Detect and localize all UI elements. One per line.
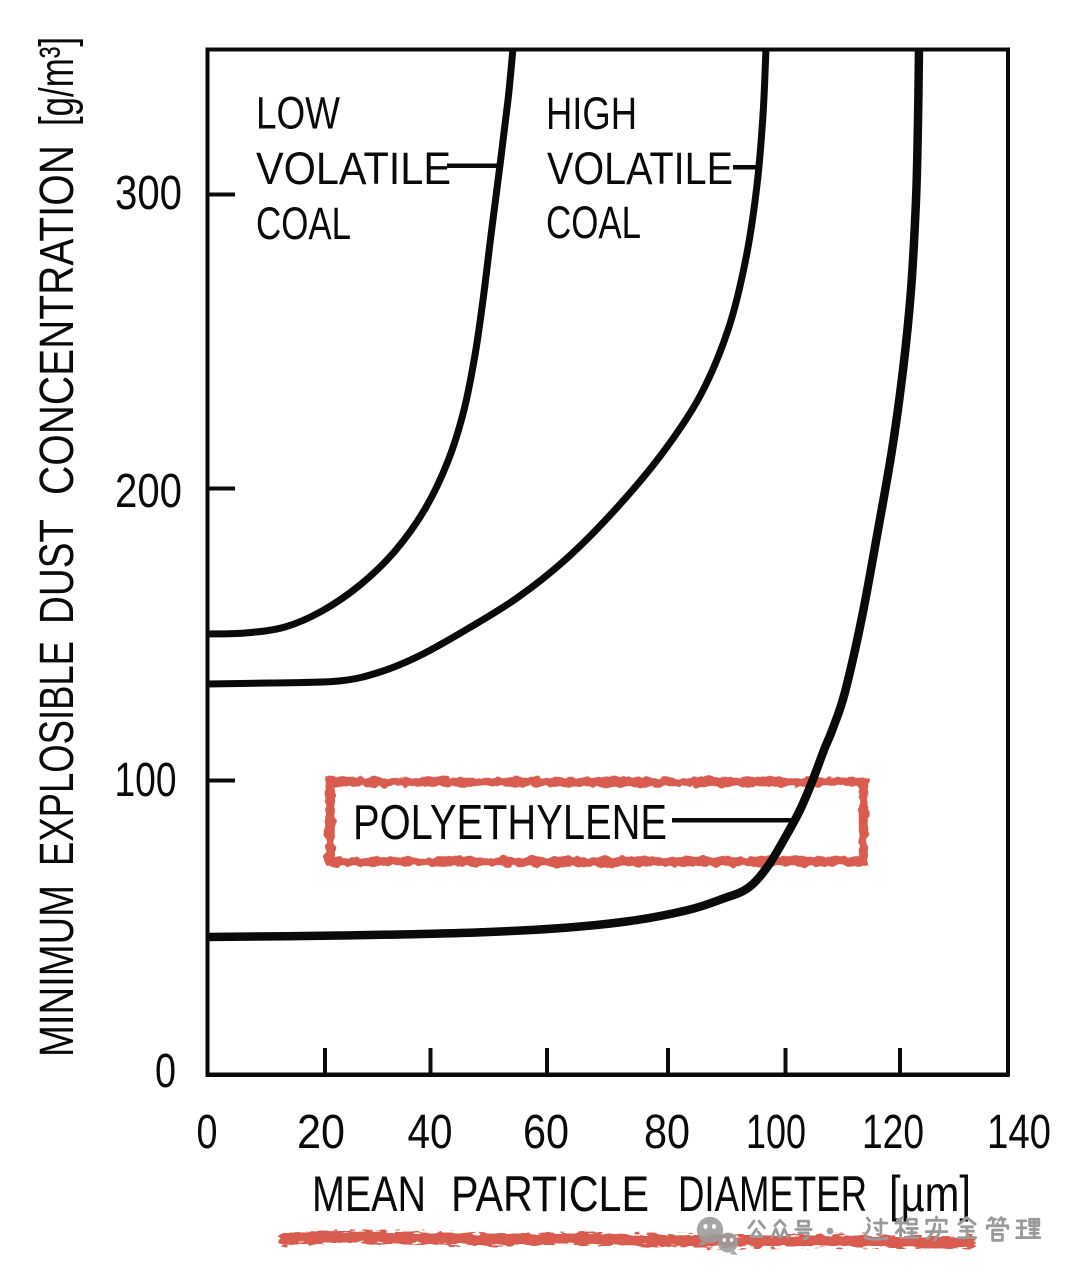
svg-text:[µm]: [µm] xyxy=(889,1166,971,1222)
svg-text:[g/m³]: [g/m³] xyxy=(31,37,84,126)
svg-text:MEAN: MEAN xyxy=(312,1166,426,1222)
svg-text:COAL: COAL xyxy=(546,197,641,248)
svg-text:100: 100 xyxy=(746,1106,806,1159)
svg-text:200: 200 xyxy=(115,465,182,518)
svg-text:60: 60 xyxy=(523,1106,569,1159)
svg-text:0: 0 xyxy=(155,1045,176,1098)
svg-text:EXPLOSIBLE: EXPLOSIBLE xyxy=(31,641,84,866)
svg-text:HIGH: HIGH xyxy=(546,88,637,139)
svg-text:COAL: COAL xyxy=(256,198,351,249)
svg-text:80: 80 xyxy=(644,1106,690,1159)
svg-text:100: 100 xyxy=(115,754,177,807)
svg-text:DUST: DUST xyxy=(31,519,84,624)
svg-text:300: 300 xyxy=(115,167,182,220)
svg-text:VOLATILE: VOLATILE xyxy=(547,143,733,194)
svg-text:120: 120 xyxy=(862,1106,924,1159)
svg-text:LOW: LOW xyxy=(256,88,340,139)
svg-text:0: 0 xyxy=(197,1106,218,1159)
svg-text:40: 40 xyxy=(408,1106,453,1159)
svg-text:POLYETHYLENE: POLYETHYLENE xyxy=(353,796,667,850)
svg-text:VOLATILE: VOLATILE xyxy=(256,143,451,194)
svg-text:20: 20 xyxy=(297,1106,345,1159)
svg-text:DIAMETER: DIAMETER xyxy=(678,1166,867,1222)
svg-text:MINIMUM: MINIMUM xyxy=(31,885,84,1057)
svg-text:CONCENTRATION: CONCENTRATION xyxy=(31,145,84,495)
svg-text:140: 140 xyxy=(987,1106,1051,1159)
svg-text:PARTICLE: PARTICLE xyxy=(451,1166,649,1222)
